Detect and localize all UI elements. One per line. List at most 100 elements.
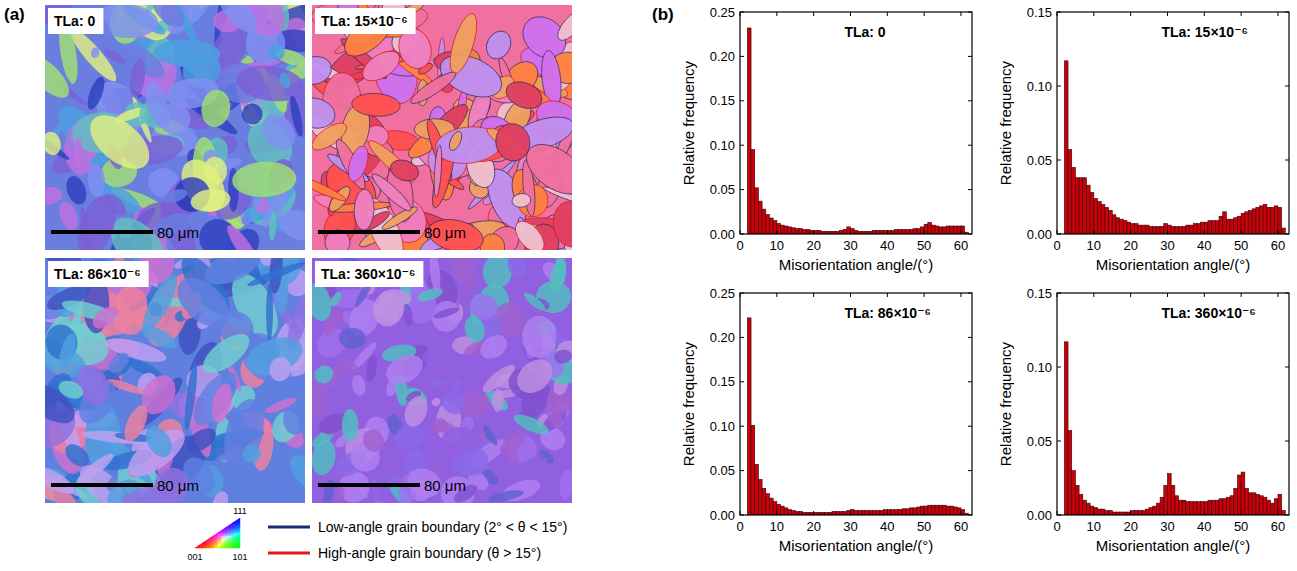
bar [1109,210,1113,234]
grain [511,192,532,208]
scale-bar [51,230,153,234]
x-tick-label: 0 [736,519,743,534]
grain [387,156,421,184]
ipf-cell [214,538,218,541]
bar [755,464,759,515]
ipf-cell [214,536,218,539]
ipf-label: 101 [232,552,247,562]
scale-bar [51,483,153,487]
ipf-cell [236,528,240,531]
y-tick-label: 0.25 [710,5,735,20]
x-tick [1093,12,1094,16]
grain [223,222,263,250]
bar [1072,167,1076,234]
ipf-cell [206,546,210,549]
bar [954,507,958,515]
ipf-cell [214,543,218,546]
grain [431,380,445,388]
ipf-cell [229,533,233,536]
grain [141,78,174,130]
map-background [312,258,572,503]
bar [1208,500,1212,515]
bar [1186,225,1190,234]
grain [370,289,406,329]
ipf-cell [229,523,233,526]
ipf-cell [236,543,240,546]
ipf-cell [233,531,237,534]
bar [781,506,785,515]
ipf-cell [233,528,237,531]
y-tick [1285,160,1289,161]
grain [513,454,549,477]
ipf-cell [214,538,218,541]
x-tick-label: 60 [1271,519,1285,534]
grain [351,92,401,118]
legend-line [268,526,310,529]
y-tick [968,426,972,427]
ipf-cell [236,531,240,534]
ipf-cell [229,546,233,549]
ipf-cell [210,536,214,539]
ipf-cell [225,531,229,534]
ipf-cell [221,531,225,534]
bar [898,510,902,515]
plot-frame [740,12,972,234]
grain [241,330,305,383]
chart-title: TLa: 0 [844,24,885,40]
grain [511,353,560,400]
bar [946,506,950,515]
ipf-cell [225,533,229,536]
ipf-cell [210,543,214,546]
bar [773,502,777,515]
bar [795,229,799,234]
ipf-cell [225,531,229,534]
bar [1131,224,1135,234]
bar [931,505,935,515]
histogram-panel: 0.000.050.100.150.200.250102030405060Mis… [680,5,972,274]
ipf-cell [210,538,214,541]
x-tick [1277,293,1278,297]
scale-bar [318,483,420,487]
y-tick [740,234,744,235]
grain [401,393,432,430]
scale-bar-label: 80 μm [157,224,199,241]
bar [1215,221,1219,234]
bar [1271,503,1275,515]
ipf-cell [203,546,207,549]
ipf-cell [233,543,237,546]
ipf-cell [225,528,229,531]
bar [1156,503,1160,515]
map-title: TLa: 86×10⁻⁶ [54,266,141,282]
bar [773,221,777,234]
y-tick-label: 0.00 [1027,227,1052,242]
y-tick [968,145,972,146]
y-tick [1285,234,1289,235]
y-tick-label: 0.00 [710,227,735,242]
ipf-cell [225,543,229,546]
ipf-cell [218,543,222,546]
ipf-cell [236,523,240,526]
x-tick-label: 60 [954,238,968,253]
grain [457,444,493,479]
x-tick [924,293,925,297]
y-tick [968,56,972,57]
plot-frame [1057,12,1289,234]
y-tick [968,12,972,13]
x-tick-label: 50 [1234,238,1248,253]
bar [762,488,766,515]
x-tick-label: 10 [1087,519,1101,534]
bar [935,226,939,234]
x-tick [1057,511,1058,515]
ipf-cell [229,528,233,531]
bar [876,511,880,515]
x-tick [850,511,851,515]
bar [884,510,888,515]
bar [1237,216,1241,234]
y-tick-label: 0.05 [1027,434,1052,449]
bar [1149,508,1153,515]
grain [183,423,220,456]
y-tick-label: 0.05 [710,182,735,197]
ipf-cell [236,521,240,524]
ebsd-map [312,258,572,503]
bar [891,510,895,515]
